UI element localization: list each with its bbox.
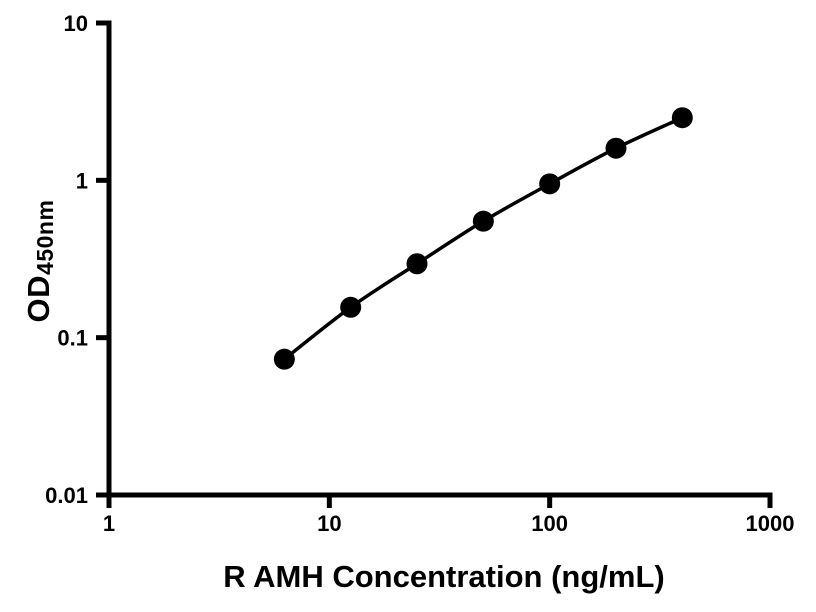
x-tick-label: 1000 xyxy=(746,511,795,536)
data-point-marker xyxy=(340,296,362,318)
y-tick-label: 10 xyxy=(64,11,88,36)
data-point-marker xyxy=(605,137,627,159)
data-point-marker xyxy=(671,107,693,129)
data-point-marker xyxy=(539,173,561,195)
x-tick-label: 1 xyxy=(103,511,115,536)
y-axis-title: OD450nm xyxy=(21,200,59,323)
y-tick-label: 1 xyxy=(76,168,88,193)
y-axis-title-subscript: 450nm xyxy=(32,199,58,275)
data-point-marker xyxy=(406,253,428,275)
data-point-marker xyxy=(273,348,295,370)
data-point-marker xyxy=(472,210,494,232)
y-tick-label: 0.1 xyxy=(57,326,88,351)
x-axis-title: R AMH Concentration (ng/mL) xyxy=(223,559,665,594)
y-tick-label: 0.01 xyxy=(45,483,88,508)
x-tick-label: 10 xyxy=(317,511,341,536)
y-axis-title-main: OD xyxy=(21,274,56,323)
x-tick-label: 100 xyxy=(531,511,568,536)
